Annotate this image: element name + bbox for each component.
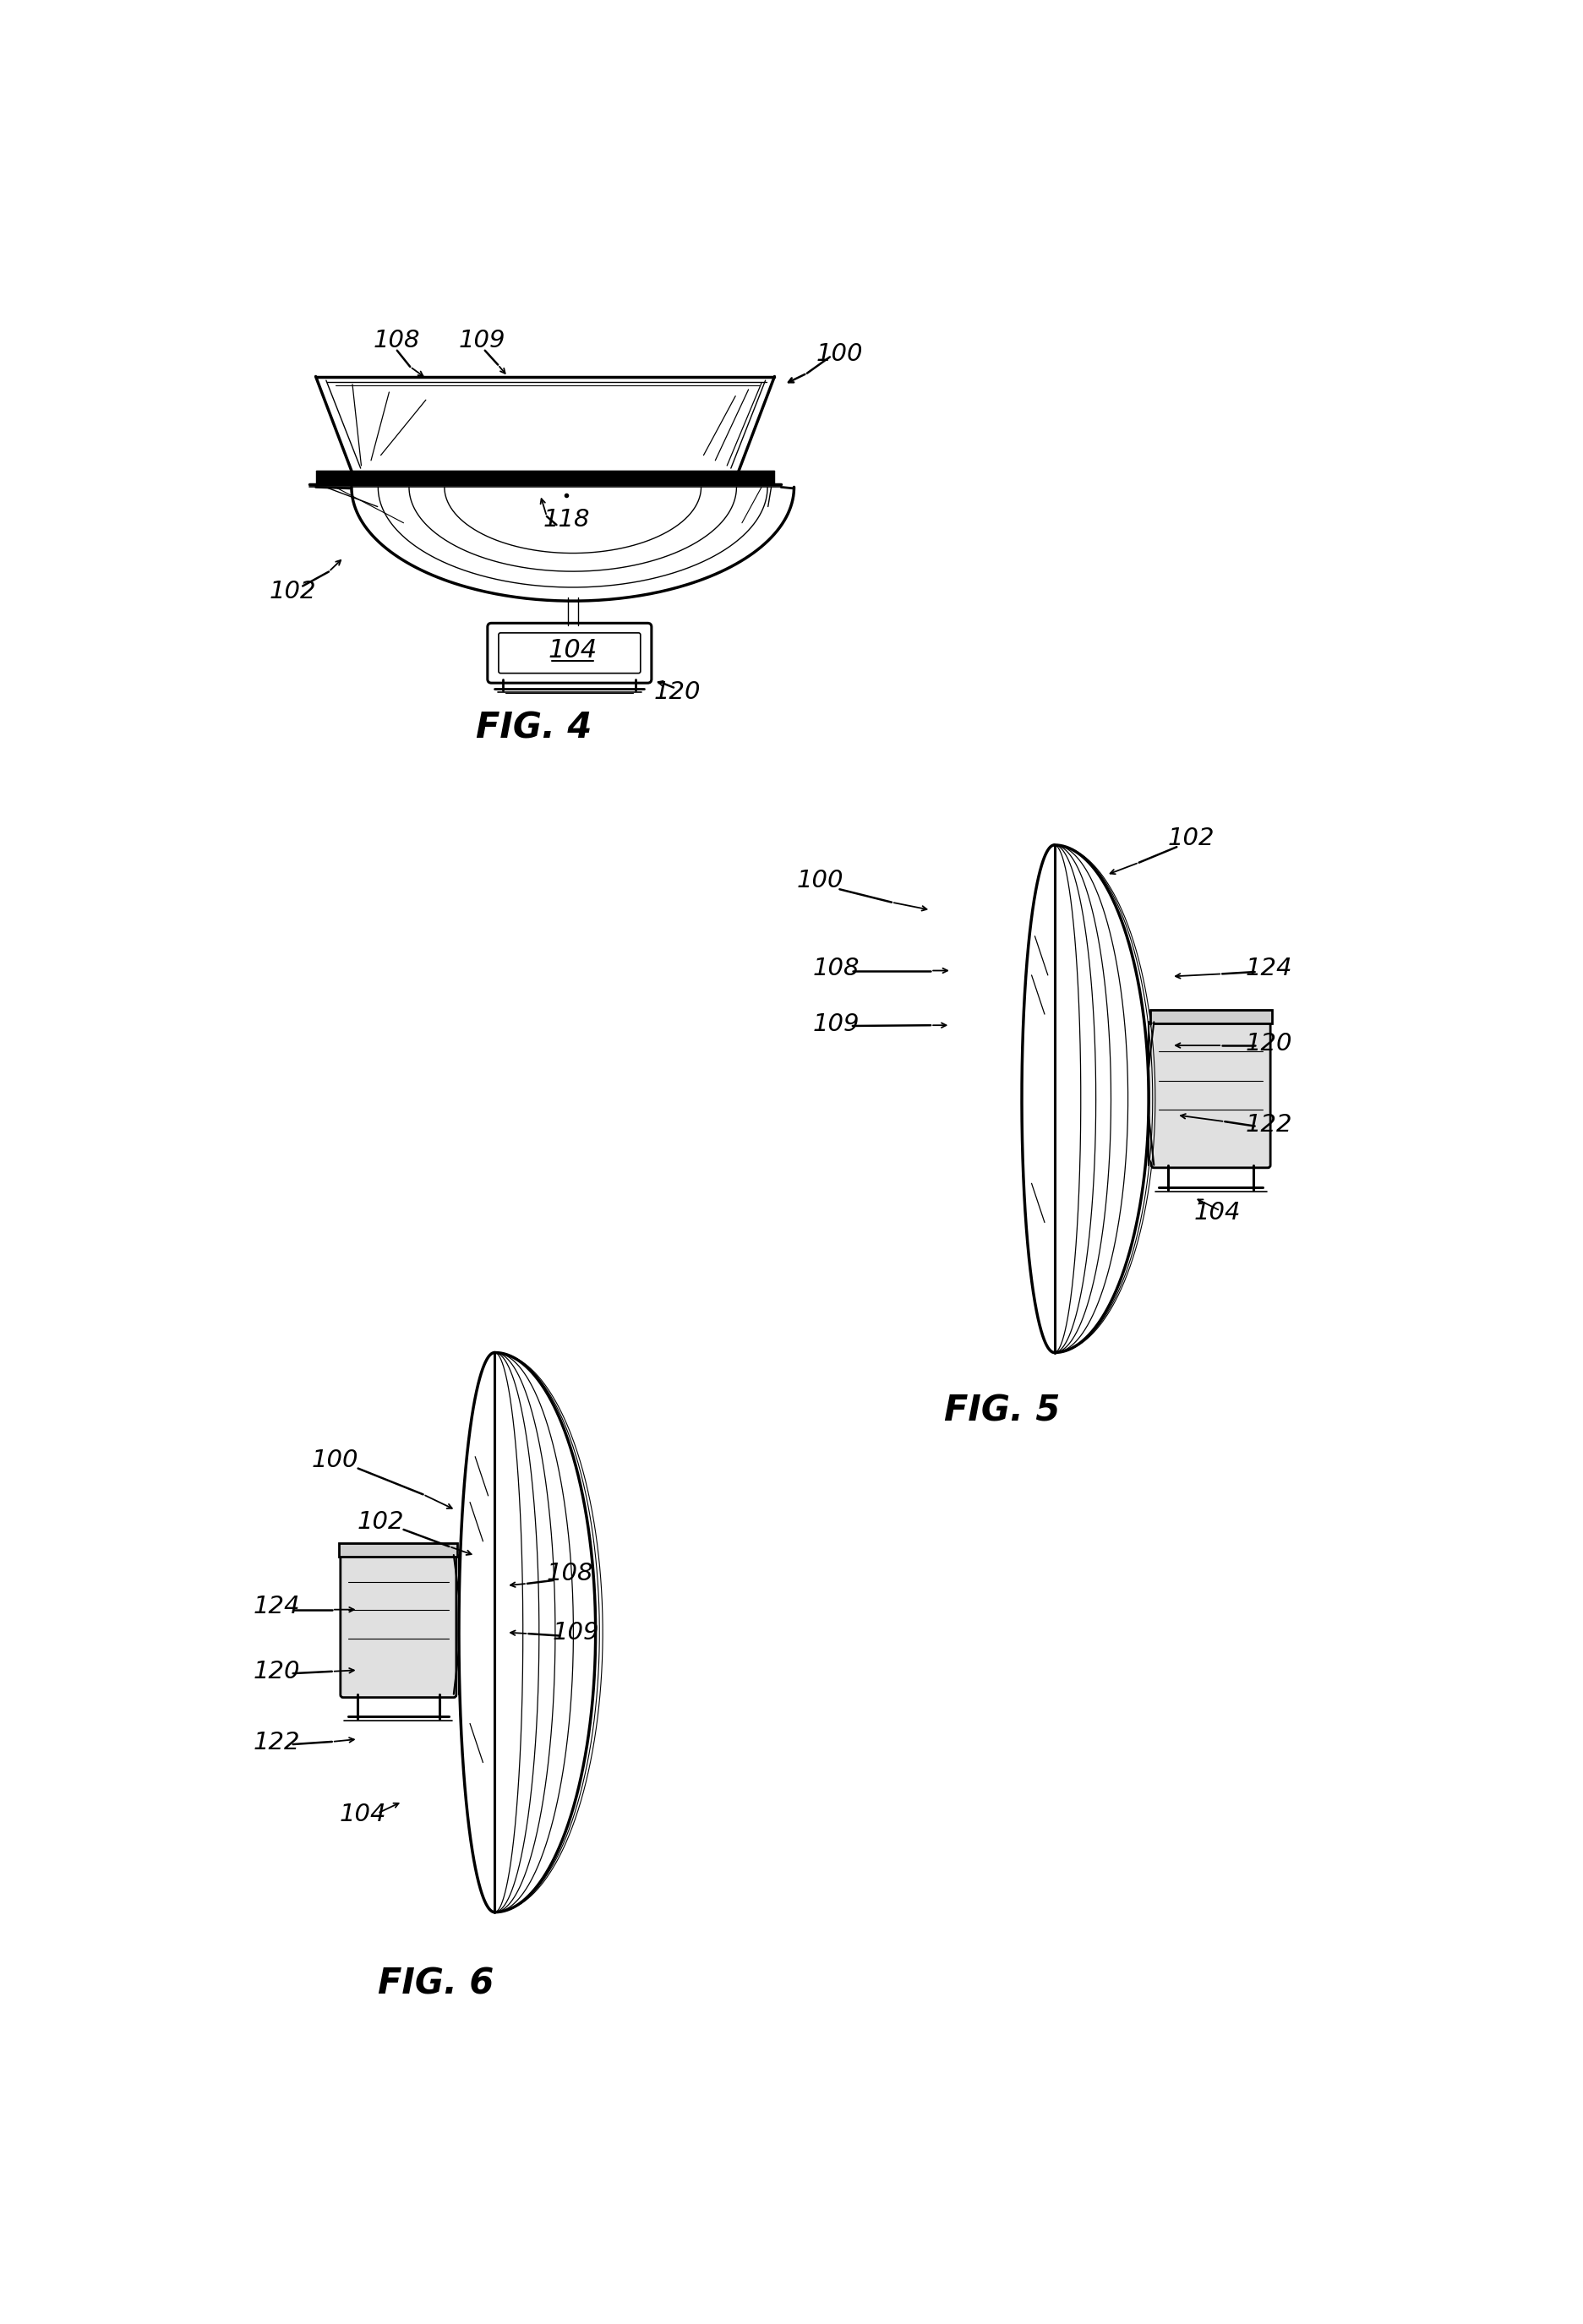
Polygon shape <box>1148 1023 1154 1164</box>
Text: 109: 109 <box>552 1620 600 1643</box>
Text: 104: 104 <box>340 1803 386 1827</box>
Text: 102: 102 <box>1168 827 1214 851</box>
Text: 108: 108 <box>374 330 421 353</box>
Text: 102: 102 <box>358 1511 404 1534</box>
Bar <box>1149 1011 1271 1023</box>
Text: 122: 122 <box>253 1731 301 1755</box>
Text: 104: 104 <box>1194 1202 1241 1225</box>
Text: 100: 100 <box>796 869 844 892</box>
Text: 120: 120 <box>253 1659 301 1683</box>
Text: 109: 109 <box>457 330 505 353</box>
Bar <box>339 1543 457 1557</box>
Text: FIG. 6: FIG. 6 <box>378 1966 494 2001</box>
Text: 124: 124 <box>253 1594 301 1618</box>
Text: FIG. 5: FIG. 5 <box>943 1394 1061 1429</box>
FancyBboxPatch shape <box>1151 1020 1271 1167</box>
Text: 124: 124 <box>1246 957 1293 981</box>
FancyBboxPatch shape <box>340 1552 456 1697</box>
Text: 100: 100 <box>312 1448 359 1471</box>
Text: 108: 108 <box>546 1562 594 1585</box>
Text: 104: 104 <box>548 639 597 662</box>
Text: 108: 108 <box>814 957 860 981</box>
Text: 100: 100 <box>817 342 863 365</box>
Text: FIG. 4: FIG. 4 <box>475 711 592 746</box>
Text: 102: 102 <box>269 579 317 602</box>
Text: 118: 118 <box>543 509 590 532</box>
Text: 109: 109 <box>814 1013 860 1037</box>
Text: 120: 120 <box>654 681 700 704</box>
Text: 122: 122 <box>1246 1113 1293 1136</box>
Text: 120: 120 <box>1246 1032 1293 1055</box>
